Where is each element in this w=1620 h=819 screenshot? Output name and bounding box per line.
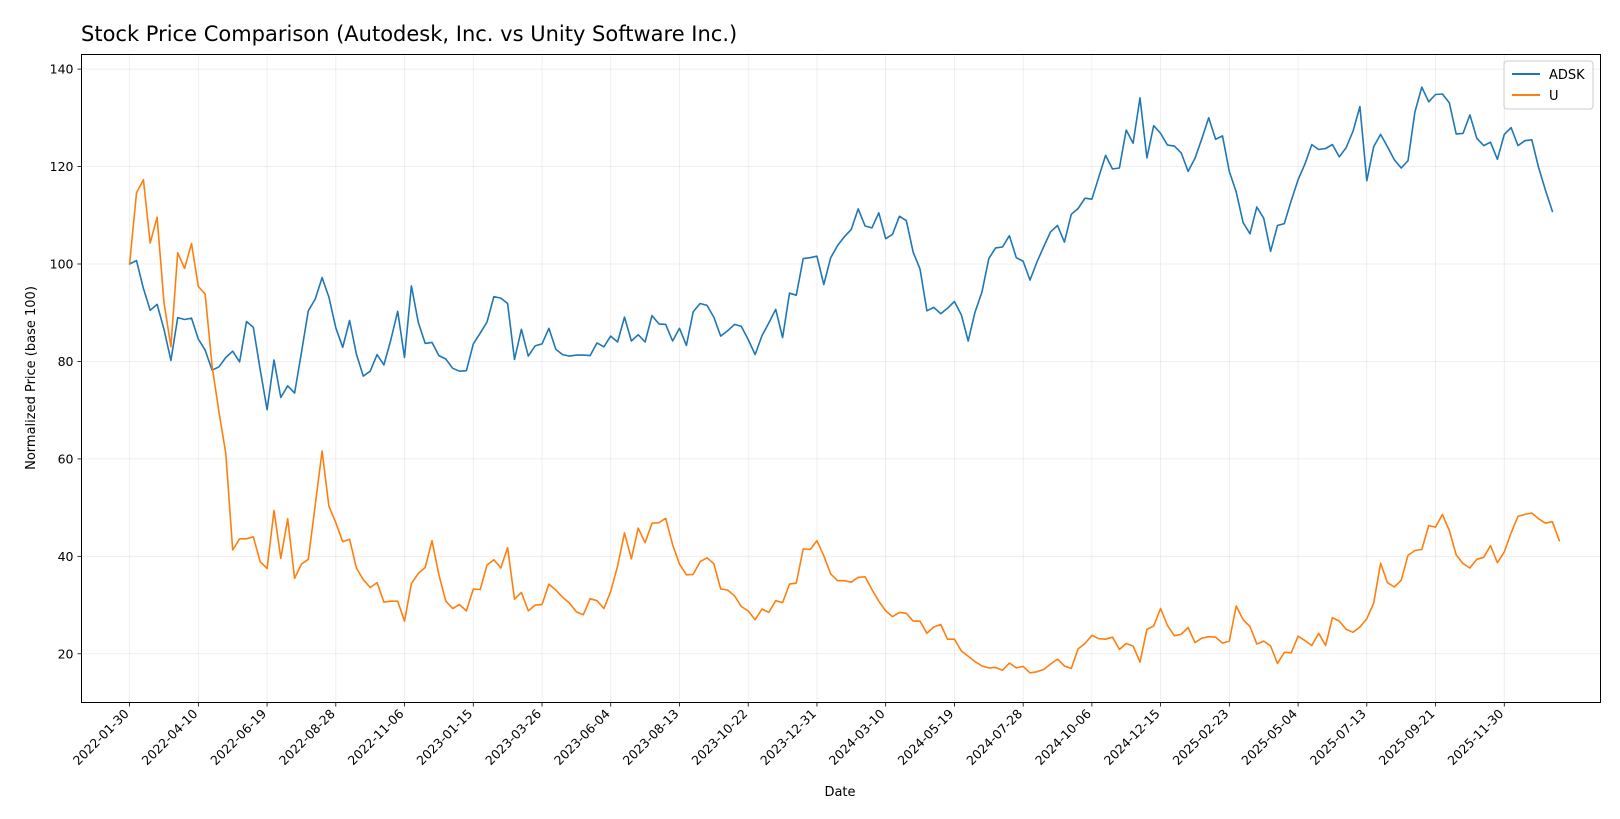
y-axis: 20 40 60 80 100 120 140 [50, 62, 82, 661]
plot-frame [81, 54, 1601, 703]
x-tick-label: 2022-08-28 [276, 706, 338, 768]
x-tick-label: 2024-05-19 [895, 706, 957, 768]
x-tick-label: 2024-03-10 [826, 706, 888, 768]
x-tick-label: 2023-10-22 [688, 706, 750, 768]
x-tick-label: 2025-05-04 [1238, 706, 1300, 768]
x-tick-label: 2025-11-30 [1444, 706, 1506, 768]
x-tick-label: 2022-11-06 [345, 706, 407, 768]
x-tick-label: 2025-07-13 [1307, 706, 1369, 768]
series-line-u [128, 178, 1561, 674]
x-tick-label: 2023-06-04 [551, 706, 613, 768]
series-group [128, 86, 1561, 674]
y-tick-label: 40 [58, 549, 74, 564]
y-tick-label: 120 [50, 159, 74, 174]
y-tick-label: 100 [50, 257, 74, 272]
legend-label-adsk: ADSK [1549, 68, 1585, 83]
x-tick-label: 2025-02-23 [1169, 706, 1231, 768]
x-tick-label: 2023-12-31 [757, 706, 819, 768]
x-tick-label: 2024-07-28 [963, 706, 1025, 768]
x-tick-label: 2023-01-15 [413, 706, 475, 768]
legend: ADSK U [1503, 60, 1594, 110]
y-axis-label: Normalized Price (base 100) [24, 286, 39, 470]
x-tick-label: 2024-12-15 [1101, 706, 1163, 768]
x-tick-label: 2022-04-10 [138, 706, 200, 768]
series-line-adsk [128, 86, 1554, 411]
x-tick-label: 2023-08-13 [620, 706, 682, 768]
x-tick-label: 2022-06-19 [207, 706, 269, 768]
legend-label-u: U [1549, 89, 1559, 104]
y-tick-label: 140 [50, 62, 74, 77]
grid-lines [81, 54, 1601, 703]
y-tick-label: 20 [58, 646, 74, 661]
x-tick-label: 2023-03-26 [482, 706, 544, 768]
x-axis-label: Date [824, 785, 855, 800]
x-axis: 2022-01-30 2022-04-10 2022-06-19 2022-08-28… [70, 702, 1506, 768]
x-tick-label: 2025-09-21 [1376, 706, 1438, 768]
x-tick-label: 2022-01-30 [70, 706, 132, 768]
chart-title: Stock Price Comparison (Autodesk, Inc. v… [81, 22, 737, 46]
y-tick-label: 60 [58, 451, 74, 466]
x-tick-label: 2024-10-06 [1032, 706, 1094, 768]
y-tick-label: 80 [58, 354, 74, 369]
